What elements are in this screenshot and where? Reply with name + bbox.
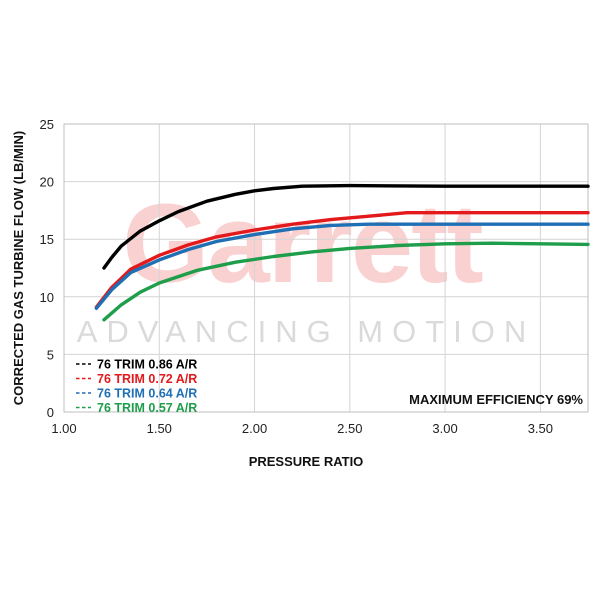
y-axis-label: CORRECTED GAS TURBINE FLOW (LB/MIN) [11, 131, 26, 405]
axes: 1.00 1.50 2.00 2.50 3.00 3.50 0 5 10 15 20 25 [40, 117, 589, 436]
watermark-tagline: ADVANCING MOTION [77, 314, 536, 349]
x-tick-label: 3.50 [528, 421, 553, 436]
series-line-1 [102, 183, 590, 270]
legend-entry: 76 TRIM 0.86 A/R [97, 358, 197, 372]
series-line-3 [94, 222, 590, 310]
x-tick-label: 2.00 [242, 421, 267, 436]
series-lines [94, 183, 590, 322]
plot-frame [63, 123, 589, 413]
x-axis-label: PRESSURE RATIO [249, 454, 364, 469]
legend-entry: 76 TRIM 0.72 A/R [97, 372, 197, 386]
x-tick-label: 2.50 [337, 421, 362, 436]
x-tick-label: 1.00 [51, 421, 76, 436]
y-tick-label: 10 [40, 290, 54, 305]
y-tick-label: 15 [40, 232, 54, 247]
max-efficiency-note: MAXIMUM EFFICIENCY 69% [409, 392, 583, 407]
series-line-4 [102, 241, 590, 322]
x-tick-label: 1.50 [147, 421, 172, 436]
y-tick-label: 0 [47, 405, 54, 420]
legend-entry: 76 TRIM 0.64 A/R [97, 387, 197, 401]
x-tick-label: 3.00 [432, 421, 457, 436]
y-tick-label: 5 [47, 347, 54, 362]
y-tick-label: 25 [40, 117, 54, 132]
series-line-2 [94, 211, 590, 309]
y-tick-label: 20 [40, 175, 54, 190]
legend-entry: 76 TRIM 0.57 A/R [97, 401, 197, 415]
legend: 76 TRIM 0.86 A/R76 TRIM 0.72 A/R76 TRIM … [76, 358, 197, 415]
